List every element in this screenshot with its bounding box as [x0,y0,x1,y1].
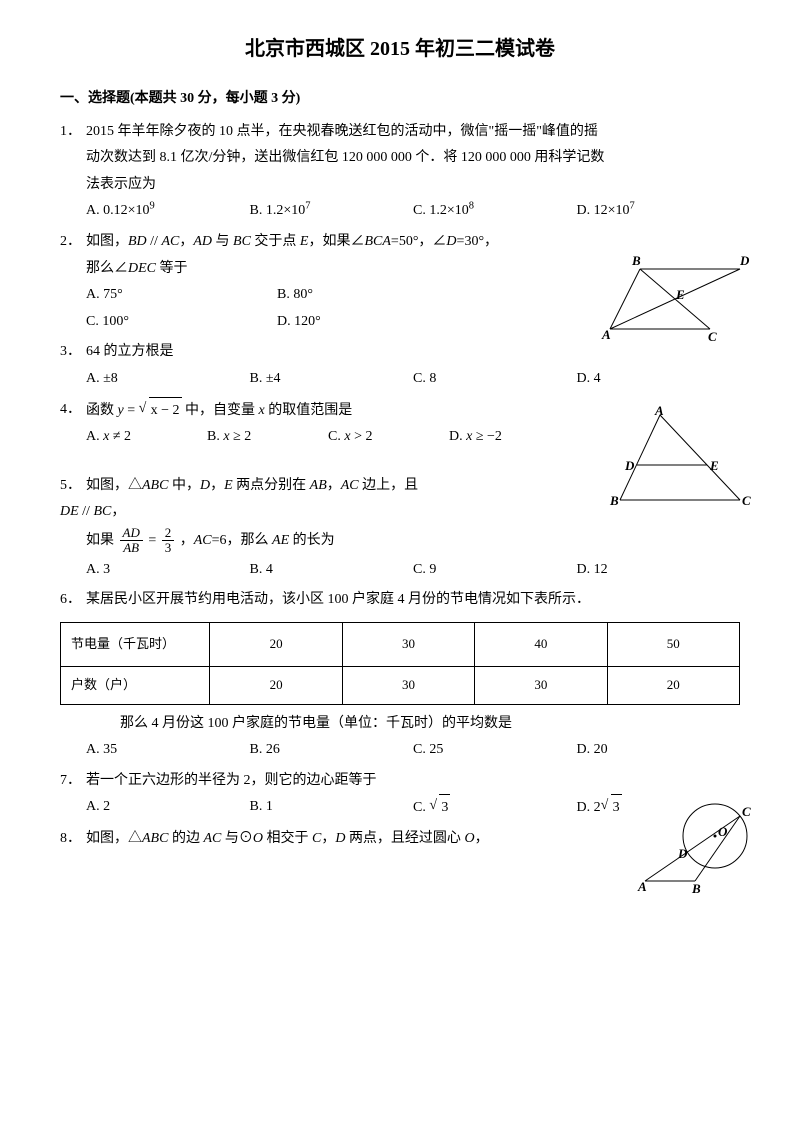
q4-number: 4． [60,397,86,424]
q5-opt-d: D. 12 [577,557,741,584]
q6-line2: 那么 4 月份这 100 户家庭的节电量（单位：千瓦时）的平均数是 [60,711,740,738]
table-row: 户数（户） 20 30 30 20 [61,666,740,704]
q8-figure: A B C D O [630,796,770,907]
q8-number: 8． [60,826,86,853]
exam-page: 北京市西城区 2015 年初三二模试卷 一、选择题(本题共 30 分，每小题 3… [0,0,800,877]
q6-line1: 某居民小区开展节约用电活动，该小区 100 户家庭 4 月份的节电情况如下表所示… [86,592,590,607]
svg-text:A: A [654,405,664,418]
q5-number: 5． [60,473,86,500]
q7-text: 若一个正六边形的半径为 2，则它的边心距等于 [86,773,377,788]
q2-opt-b: B. 80° [277,282,468,309]
svg-text:O: O [718,824,728,839]
q3-options: A. ±8 B. ±4 C. 8 D. 4 [60,366,740,393]
q3-opt-b: B. ±4 [250,366,414,393]
table-cell: 30 [475,666,607,704]
question-4: 4． 函数 y = x − 2 中，自变量 x 的取值范围是 A. x ≠ 2 … [60,397,740,451]
question-8: 8． 如图，△ABC 的边 AC 与⊙O 相交于 C，D 两点，且经过圆心 O，… [60,826,740,853]
q2-opt-c: C. 100° [86,309,277,336]
table-header: 节电量（千瓦时） [61,622,210,666]
q5-line1: 如图，△ABC 中，D，E 两点分别在 AB，AC 边上，且 [86,478,418,493]
fraction-icon: 23 [162,526,175,556]
q6-number: 6． [60,587,86,614]
q4-options: A. x ≠ 2 B. x ≥ 2 C. x > 2 D. x ≥ −2 [60,424,570,451]
q5-line2: DE // BC， [60,499,740,526]
sqrt-icon: 3 [601,794,622,822]
svg-text:D: D [624,458,635,473]
q2-svg: A B C D E [590,249,760,344]
q4-text: 函数 y = x − 2 中，自变量 x 的取值范围是 [86,403,352,418]
q1-opt-b: B. 1.2×107 [250,198,414,225]
table-cell: 50 [607,622,739,666]
svg-text:E: E [709,458,719,473]
table-row: 节电量（千瓦时） 20 30 40 50 [61,622,740,666]
q1-opt-a: A. 0.12×109 [86,198,250,225]
table-cell: 20 [210,666,342,704]
question-3: 3． 64 的立方根是 A. ±8 B. ±4 C. 8 D. 4 [60,339,740,392]
table-cell: 30 [342,622,474,666]
q5-options: A. 3 B. 4 C. 9 D. 12 [60,557,740,584]
table-cell: 30 [342,666,474,704]
q1-number: 1． [60,119,86,146]
svg-text:C: C [742,804,751,819]
svg-text:B: B [691,881,701,896]
q7-opt-b: B. 1 [250,794,414,822]
q3-opt-c: C. 8 [413,366,577,393]
table-cell: 40 [475,622,607,666]
svg-text:C: C [742,493,751,508]
q2-line1: 如图，BD // AC，AD 与 BC 交于点 E，如果∠BCA=50°，∠D=… [86,234,498,249]
table-cell: 20 [607,666,739,704]
q6-table: 节电量（千瓦时） 20 30 40 50 户数（户） 20 30 30 20 [60,622,740,705]
q5-opt-c: C. 9 [413,557,577,584]
q2-opt-a: A. 75° [86,282,277,309]
q4-opt-a: A. x ≠ 2 [86,424,207,451]
q7-opt-a: A. 2 [86,794,250,822]
q1-line1: 2015 年羊年除夕夜的 10 点半，在央视春晚送红包的活动中，微信"摇一摇"峰… [86,124,598,139]
q2-opt-d: D. 120° [277,309,468,336]
q6-opt-a: A. 35 [86,737,250,764]
q7-number: 7． [60,768,86,795]
svg-text:A: A [637,879,647,894]
q3-number: 3． [60,339,86,366]
question-5: 5． 如图，△ABC 中，D，E 两点分别在 AB，AC 边上，且 DE // … [60,473,740,584]
sqrt-icon: 3 [429,794,450,822]
section1-heading: 一、选择题(本题共 30 分，每小题 3 分) [60,86,740,113]
fraction-icon: ADAB [120,526,143,556]
q1-line2: 动次数达到 8.1 亿次/分钟，送出微信红包 120 000 000 个．将 1… [86,150,604,165]
svg-text:E: E [675,287,685,302]
table-header: 户数（户） [61,666,210,704]
q5-opt-a: A. 3 [86,557,250,584]
sqrt-icon: x − 2 [139,397,182,425]
page-title: 北京市西城区 2015 年初三二模试卷 [60,30,740,68]
q4-opt-d: D. x ≥ −2 [449,424,570,451]
table-cell: 20 [210,622,342,666]
svg-text:B: B [631,253,641,268]
q1-options: A. 0.12×109 B. 1.2×107 C. 1.2×108 D. 12×… [60,198,740,225]
q7-opt-c: C. 3 [413,794,577,822]
q3-opt-a: A. ±8 [86,366,250,393]
q6-opt-c: C. 25 [413,737,577,764]
question-6: 6． 某居民小区开展节约用电活动，该小区 100 户家庭 4 月份的节电情况如下… [60,587,740,763]
q3-text: 64 的立方根是 [86,344,174,359]
q3-opt-d: D. 4 [577,366,741,393]
q2-line2: 那么∠DEC 等于 [86,261,188,276]
q1-opt-d: D. 12×107 [577,198,741,225]
q2-number: 2． [60,229,86,256]
q4-opt-c: C. x > 2 [328,424,449,451]
q1-line3: 法表示应为 [86,177,156,192]
q8-text: 如图，△ABC 的边 AC 与⊙O 相交于 C，D 两点，且经过圆心 O， [86,831,489,846]
q8-svg: A B C D O [630,796,770,896]
question-1: 1． 2015 年羊年除夕夜的 10 点半，在央视春晚送红包的活动中，微信"摇一… [60,119,740,225]
question-2: 2． 如图，BD // AC，AD 与 BC 交于点 E，如果∠BCA=50°，… [60,229,740,335]
q5-line3: 如果 ADAB = 23 ，AC=6，那么 AE 的长为 [60,526,740,557]
q5-opt-b: B. 4 [250,557,414,584]
q6-opt-b: B. 26 [250,737,414,764]
q2-options: A. 75° B. 80° C. 100° D. 120° [60,282,468,335]
q6-opt-d: D. 20 [577,737,741,764]
q6-options: A. 35 B. 26 C. 25 D. 20 [60,737,740,764]
svg-text:D: D [677,846,688,861]
q4-opt-b: B. x ≥ 2 [207,424,328,451]
svg-text:D: D [739,253,750,268]
q1-opt-c: C. 1.2×108 [413,198,577,225]
